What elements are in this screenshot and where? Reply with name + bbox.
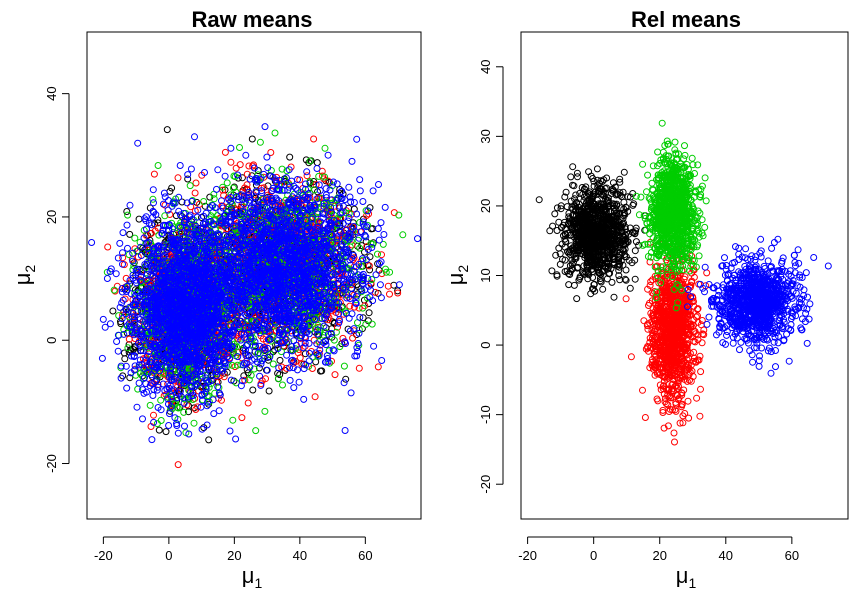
raw-means-point-series-1 (310, 135, 318, 143)
raw-means-point-series-2 (131, 234, 139, 242)
raw-means-point-series-0 (185, 408, 192, 416)
raw-means-point-series-2 (236, 144, 243, 151)
raw-means-point-series-3 (340, 379, 348, 387)
raw-means-point-series-2 (124, 211, 132, 219)
raw-means-point-series-2 (399, 231, 407, 239)
raw-means-point-series-2 (315, 172, 323, 180)
raw-means-point-series-1 (174, 174, 182, 182)
raw-means-point-series-2 (261, 407, 269, 415)
raw-means-point-series-0 (168, 184, 176, 192)
raw-means-point-series-0 (390, 281, 398, 289)
raw-means-point-series-1 (311, 393, 319, 401)
raw-means-point-series-0 (125, 341, 133, 349)
raw-means-point-series-3 (348, 310, 356, 318)
raw-means-point-series-0 (162, 428, 170, 436)
raw-means-point-series-3 (286, 376, 294, 384)
raw-means-point-series-0 (365, 309, 373, 317)
raw-means-point-series-0 (123, 208, 131, 215)
raw-means-point-series-1 (355, 364, 363, 372)
raw-means-point-series-0 (286, 153, 294, 161)
raw-means-point-series-2 (154, 162, 162, 169)
raw-means-point-series-2 (252, 427, 260, 435)
raw-means-point-series-0 (255, 364, 263, 372)
raw-means-point-series-2 (271, 129, 279, 137)
raw-means-point-series-0 (120, 349, 128, 357)
raw-means-point-series-0 (184, 175, 192, 183)
raw-means-point-series-3 (99, 315, 107, 323)
raw-means-point-series-1 (232, 164, 240, 172)
raw-means-point-series-0 (126, 374, 134, 382)
raw-means-point-series-1 (349, 334, 357, 342)
raw-means-point-series-1 (386, 290, 393, 298)
raw-means-point-series-0 (119, 372, 127, 380)
raw-means-point-series-1 (192, 179, 200, 187)
raw-means-point-series-0 (354, 283, 362, 291)
raw-means-point-series-2 (146, 401, 154, 409)
raw-means-point-series-0 (366, 266, 374, 274)
raw-means-title: Raw means (191, 7, 312, 32)
raw-means-point-series-0 (155, 426, 163, 434)
raw-means-point-series-0 (121, 355, 129, 363)
raw-means-point-series-1 (244, 399, 252, 407)
raw-means-point-series-1 (331, 371, 339, 379)
raw-means-point-series-0 (178, 198, 186, 206)
raw-means-point-series-0 (265, 387, 273, 395)
raw-means-point-series-3 (116, 239, 124, 247)
raw-means-point-series-0 (154, 219, 162, 227)
raw-means-point-series-0 (163, 126, 171, 134)
raw-means-point-series-2 (374, 250, 381, 258)
raw-means-point-series-0 (205, 436, 213, 444)
raw-means-point-series-2 (269, 360, 277, 368)
raw-means-point-series-0 (342, 375, 350, 383)
raw-means-point-series-3 (149, 392, 157, 399)
raw-means-point-series-2 (186, 182, 194, 190)
raw-means-point-series-2 (157, 396, 165, 404)
raw-means-point-series-1 (174, 461, 182, 469)
raw-means-point-series-3 (114, 254, 122, 262)
raw-means-point-series-3 (372, 271, 380, 279)
raw-means-point-series-1 (191, 189, 199, 197)
raw-means-point-series-2 (256, 138, 264, 146)
raw-means-point-series-0 (126, 230, 134, 238)
raw-means-point-series-1 (296, 354, 304, 362)
raw-means-point-series-2 (279, 381, 286, 389)
raw-means-point-series-1 (384, 282, 392, 290)
raw-means-points (88, 123, 421, 469)
raw-means-point-series-0 (359, 314, 367, 322)
raw-means-point-series-2 (157, 417, 165, 424)
raw-means-point-series-1 (236, 161, 244, 169)
raw-means-point-series-0 (301, 350, 309, 358)
raw-means-point-series-0 (130, 259, 138, 267)
raw-means-point-series-2 (368, 320, 376, 328)
raw-means-point-series-0 (276, 356, 284, 364)
raw-means-point-series-2 (321, 144, 329, 152)
raw-means-point-series-0 (313, 159, 321, 167)
raw-means-point-series-1 (227, 158, 235, 166)
raw-means-point-series-0 (358, 325, 366, 333)
raw-means-point-series-1 (104, 243, 112, 251)
raw-means-point-series-1 (150, 411, 157, 419)
raw-means-point-series-1 (221, 148, 229, 156)
raw-means-point-series-2 (229, 416, 237, 424)
raw-means-point-series-1 (220, 373, 228, 381)
raw-means-point-series-2 (153, 420, 161, 428)
raw-means-point-series-1 (238, 414, 246, 422)
raw-means-point-series-0 (248, 135, 256, 143)
raw-means-point-series-1 (374, 363, 382, 371)
raw-means-point-series-2 (190, 419, 198, 427)
raw-means-point-series-0 (249, 386, 257, 394)
raw-means-point-series-3 (191, 133, 198, 141)
raw-means-point-series-0 (190, 404, 198, 412)
raw-means-point-series-0 (109, 307, 117, 315)
raw-means-point-series-2 (125, 251, 133, 259)
raw-means-point-series-1 (150, 170, 158, 178)
raw-means-point-series-2 (340, 362, 348, 370)
raw-means-point-series-0 (394, 287, 402, 295)
raw-means-point-series-0 (322, 177, 330, 185)
